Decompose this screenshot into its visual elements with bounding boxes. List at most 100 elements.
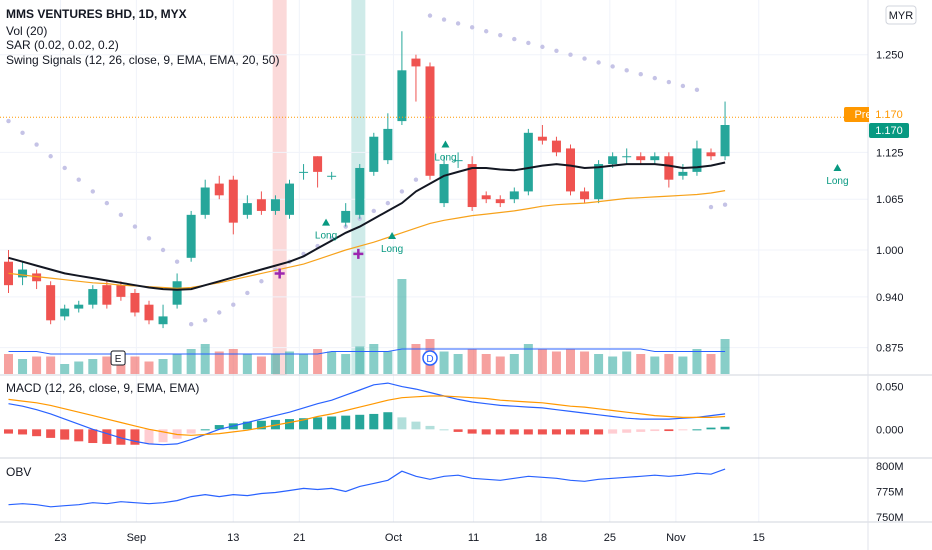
sar-dot-16: [231, 302, 236, 307]
sar-dots: [6, 13, 728, 327]
chart-title[interactable]: MMS VENTURES BHD, 1D, MYX: [6, 7, 187, 21]
legend-sar[interactable]: SAR (0.02, 0.02, 0.2): [6, 38, 119, 52]
candle-body-27: [383, 128, 393, 161]
event-marker-label-0: E: [115, 354, 122, 365]
time-tick-1: Sep: [127, 532, 147, 544]
time-tick-4: Oct: [385, 532, 402, 544]
pre-label: Pre: [854, 109, 871, 121]
macd-hist-bar-50: [706, 427, 716, 430]
volume-bar-37: [523, 344, 533, 374]
legend-volume[interactable]: Vol (20): [6, 24, 47, 38]
macd-hist-bar-13: [186, 429, 196, 434]
obv-line: [8, 468, 726, 508]
volume-bar-23: [327, 351, 337, 374]
volume-bar-13: [186, 349, 196, 374]
candle-body-16: [228, 179, 238, 223]
volume-bar-35: [495, 356, 505, 374]
candle-body-19: [270, 199, 280, 211]
sar-dot-1: [20, 130, 25, 136]
volume-bar-24: [341, 354, 351, 374]
macd-hist-bar-40: [566, 429, 575, 435]
macd-hist-bar-39: [551, 429, 561, 435]
ema-20-line: [8, 161, 726, 291]
candle-body-26: [369, 136, 379, 172]
macd-hist-bar-31: [439, 429, 449, 431]
macd-hist-bar-37: [523, 429, 533, 435]
volume-bar-27: [383, 351, 393, 374]
macd-hist-bar-15: [214, 425, 224, 430]
macd-hist-bar-49: [692, 429, 702, 431]
macd-hist-bar-20: [285, 419, 294, 430]
legend-swing-signals[interactable]: Swing Signals (12, 26, close, 9, EMA, EM…: [6, 53, 279, 67]
candle-body-4: [60, 308, 70, 317]
volume-bar-1: [18, 359, 28, 374]
sar-dot-47: [666, 79, 672, 85]
macd-hist-bar-17: [242, 421, 252, 430]
volume-bar-48: [678, 356, 688, 374]
macd-hist-bar-34: [481, 429, 491, 435]
candle-body-22: [313, 156, 323, 172]
sar-dot-33: [469, 25, 475, 30]
sar-dot-51: [722, 202, 728, 207]
macd-hist-bar-45: [636, 429, 646, 432]
volume-bar-50: [706, 354, 716, 374]
volume-bar-31: [439, 351, 449, 374]
legend-macd[interactable]: MACD (12, 26, close, 9, EMA, EMA): [6, 381, 199, 395]
candle-body-43: [608, 156, 618, 165]
candle-body-44: [622, 156, 632, 158]
macd-hist-bar-0: [4, 429, 13, 434]
candle-body-17: [242, 203, 252, 215]
sar-dot-49: [694, 87, 700, 93]
candle-body-39: [551, 140, 561, 153]
sar-dot-40: [568, 52, 573, 57]
macd-hist-bar-38: [537, 429, 547, 435]
candle-body-6: [88, 289, 98, 305]
long-signal-arrow-3: [833, 163, 842, 171]
candle-body-35: [495, 199, 505, 204]
candle-body-46: [650, 156, 660, 161]
volume-bar-14: [200, 344, 210, 374]
macd-hist-bar-42: [594, 429, 604, 435]
volume-bar-9: [130, 356, 140, 374]
volume-bar-16: [228, 349, 238, 374]
price-tick-4: 1.125: [876, 147, 904, 159]
sar-dot-39: [554, 48, 559, 53]
volume-bar-43: [608, 356, 618, 374]
sar-dot-35: [498, 32, 503, 38]
price-tick-3: 1.065: [876, 194, 904, 206]
sar-dot-17: [245, 290, 250, 296]
last-price: 1.170: [875, 125, 903, 137]
macd-hist-bar-27: [383, 412, 393, 430]
candle-body-28: [397, 70, 407, 122]
currency-badge[interactable]: MYR: [889, 10, 914, 22]
volume-bar-33: [467, 349, 477, 374]
volume-bar-5: [74, 361, 84, 374]
macd-hist-bar-33: [467, 429, 477, 434]
sar-dot-32: [455, 21, 461, 26]
sar-dot-27: [385, 200, 391, 206]
volume-bar-28: [397, 279, 407, 374]
macd-hist-bar-36: [509, 429, 519, 435]
sar-dot-15: [217, 310, 222, 315]
legend-obv[interactable]: OBV: [6, 465, 31, 479]
long-signal-arrow-1: [388, 231, 397, 239]
price-tick-0: 0.875: [876, 343, 904, 355]
candle-body-9: [130, 292, 140, 313]
time-tick-7: 25: [604, 532, 616, 544]
sar-dot-37: [526, 40, 531, 46]
macd-hist-bar-29: [411, 421, 421, 430]
macd-hist-bar-44: [622, 429, 632, 433]
volume-bar-7: [102, 356, 112, 374]
volume-bar-39: [551, 351, 561, 374]
sar-dot-34: [484, 29, 489, 34]
time-tick-3: 21: [293, 532, 305, 544]
candle-body-36: [509, 191, 519, 200]
currency-badge-box[interactable]: [885, 5, 917, 25]
volume-bar-0: [4, 354, 13, 374]
volume-bar-29: [411, 344, 421, 374]
macd-hist-bar-21: [299, 418, 309, 430]
volume-ma-line: [8, 348, 726, 355]
candlesticks: [4, 31, 730, 329]
sar-dot-12: [174, 259, 180, 264]
